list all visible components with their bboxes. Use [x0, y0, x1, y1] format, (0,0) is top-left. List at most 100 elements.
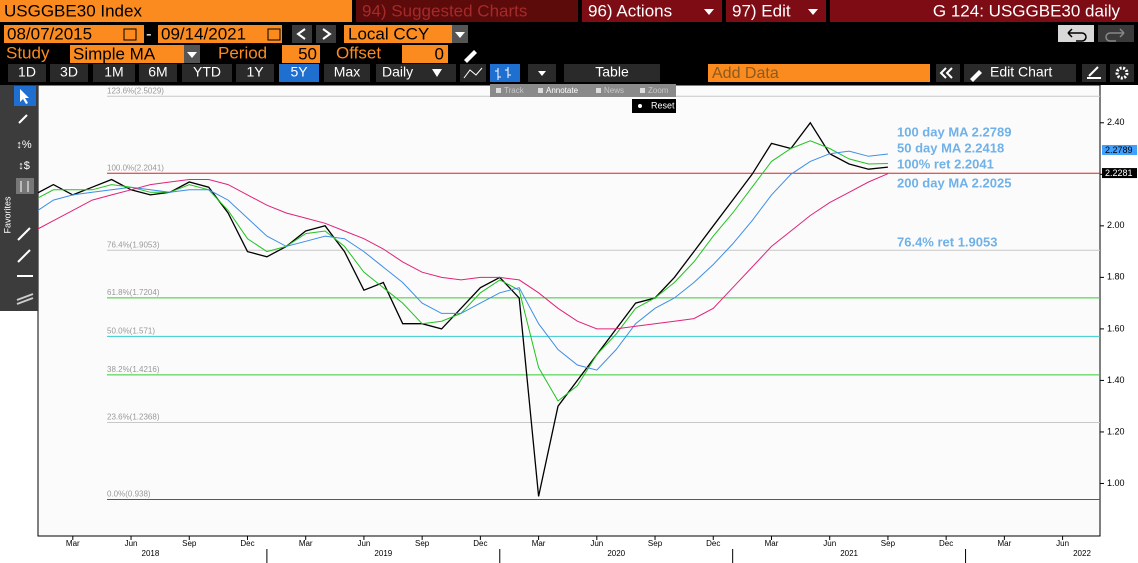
dropdown-arrow: [808, 9, 818, 15]
bar-type-button[interactable]: [490, 64, 520, 82]
annotation: 100 day MA 2.2789: [897, 124, 1011, 139]
study-box[interactable]: [70, 45, 200, 63]
edit-chart-button[interactable]: [964, 64, 1076, 82]
undo-icon: [1067, 28, 1087, 42]
range-button[interactable]: [50, 64, 88, 82]
price-tag: [1102, 144, 1137, 155]
security: USGGBE30 Index: [4, 1, 142, 20]
x-tick-label: Dec: [473, 539, 487, 548]
reset-button[interactable]: [632, 99, 676, 113]
series-line: [38, 173, 889, 330]
pencil-icon: [970, 70, 982, 82]
bar-tool[interactable]: [16, 178, 34, 194]
price-tag-label: 2.2789: [1105, 145, 1133, 155]
dropdown-arrow: [538, 71, 546, 76]
tool-label[interactable]: News: [604, 86, 624, 95]
tool-label[interactable]: Zoom: [648, 86, 669, 95]
settings-button[interactable]: [1110, 64, 1134, 82]
tool-label[interactable]: Track: [504, 86, 525, 95]
range-button[interactable]: [93, 64, 135, 82]
study-label: Study: [6, 43, 50, 62]
prev-icon: [296, 28, 306, 40]
tool-label[interactable]: Annotate: [546, 86, 579, 95]
draw-button[interactable]: [1082, 64, 1106, 82]
y-tick-label: 1.60: [1107, 323, 1125, 333]
retracement-label: 23.6%(1.2368): [107, 413, 160, 422]
dropdown-arrow: [455, 32, 465, 38]
x-tick-label: Mar: [66, 539, 80, 548]
range-label: 1D: [18, 64, 36, 80]
plot: 123.6%(2.5029) 100.0%(2.2041) 76.4%(1.9053…: [38, 86, 1137, 563]
range-button[interactable]: [236, 64, 274, 82]
range-label: 5Y: [290, 64, 308, 80]
prev-button[interactable]: [292, 25, 312, 43]
redo-icon: [1105, 28, 1125, 42]
offset-box[interactable]: [402, 45, 448, 63]
x-tick-label: Sep: [648, 539, 663, 548]
actions-button[interactable]: [582, 0, 722, 22]
range-label: 3D: [60, 64, 78, 80]
tool-icon: [496, 88, 501, 93]
retracement-label: 0.0%(0.938): [107, 490, 151, 499]
tool-icon: [640, 88, 645, 93]
y-tick-label: 2.00: [1107, 220, 1125, 230]
x-tick-label: Dec: [240, 539, 254, 548]
range-button[interactable]: [8, 64, 46, 82]
dropdown-arrow: [187, 52, 197, 58]
next-button[interactable]: [316, 25, 336, 43]
add-data-box[interactable]: [708, 64, 930, 82]
bar-tool-icon: [20, 181, 29, 192]
suggested-button[interactable]: [356, 0, 578, 22]
period: 50: [298, 44, 317, 63]
year-label: 2018: [142, 549, 160, 558]
currency-box[interactable]: [344, 25, 468, 43]
percent-tool[interactable]: ↕%: [16, 139, 32, 151]
start-date: 08/07/2015: [7, 24, 92, 43]
period-label: Period: [218, 43, 267, 62]
x-tick-label: Jun: [1056, 539, 1069, 548]
x-tick-label: Jun: [823, 539, 836, 548]
annotation: 50 day MA 2.2418: [897, 140, 1004, 155]
x-tick-label: Mar: [765, 539, 779, 548]
bar-icon: [495, 67, 511, 80]
start-date-box[interactable]: [4, 25, 144, 43]
y-tick-label: 1.80: [1107, 272, 1125, 282]
line-tool[interactable]: [17, 227, 31, 241]
suggested: 94) Suggested Charts: [362, 1, 527, 20]
ray-tool[interactable]: [17, 249, 31, 263]
calendar-icon: [267, 28, 281, 41]
range-label: YTD: [193, 64, 221, 80]
frequency-button[interactable]: [376, 64, 456, 82]
reset-icon: [638, 104, 642, 108]
range-button[interactable]: [324, 64, 370, 82]
actions: 96) Actions: [588, 1, 672, 20]
draw-tool[interactable]: [18, 114, 28, 124]
range-label: Max: [334, 64, 360, 80]
x-tick-label: Jun: [357, 539, 370, 548]
tool-icon: [538, 88, 543, 93]
dollar-tool[interactable]: ↕$: [18, 160, 30, 172]
retracement-label: 123.6%(2.5029): [107, 86, 164, 95]
x-tick-label: Sep: [881, 539, 896, 548]
security-box[interactable]: [0, 0, 352, 22]
range-button[interactable]: [182, 64, 232, 82]
price-tag-label: 2.2281: [1105, 168, 1133, 178]
range-button[interactable]: [279, 64, 319, 82]
line-icon: [463, 67, 483, 79]
channel-tool[interactable]: [16, 293, 34, 305]
y-tick-label: 1.00: [1107, 478, 1125, 488]
dropdown-arrow: [432, 69, 442, 77]
year-label: 2019: [374, 549, 392, 558]
table-button[interactable]: [564, 64, 660, 82]
x-tick-label: Mar: [997, 539, 1011, 548]
x-tick-label: Jun: [590, 539, 603, 548]
period-box[interactable]: [282, 45, 320, 63]
range-button[interactable]: [139, 64, 177, 82]
edit-button[interactable]: [726, 0, 826, 22]
pencil-icon[interactable]: [464, 50, 477, 63]
retracement-label: 50.0%(1.571): [107, 326, 155, 335]
edit-chart: Edit Chart: [990, 64, 1052, 80]
retracement-label: 38.2%(1.4216): [107, 365, 160, 374]
end-date-box[interactable]: [158, 25, 282, 43]
